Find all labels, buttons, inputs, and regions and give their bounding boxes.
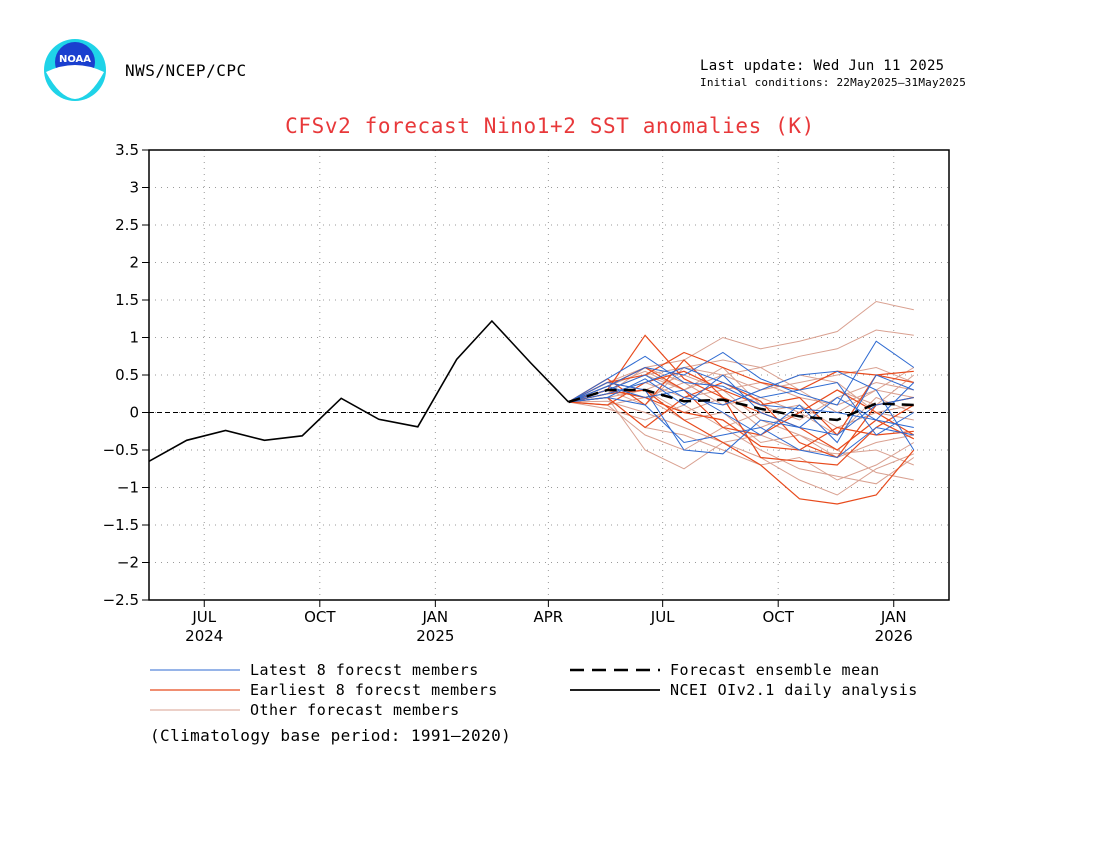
legend-label-analysis: NCEI OIv2.1 daily analysis: [670, 681, 918, 699]
x-tick-label: OCT: [762, 608, 794, 626]
legend-label-mean: Forecast ensemble mean: [670, 661, 880, 679]
plot-frame: [148, 149, 950, 601]
series-other-member: [568, 401, 915, 485]
y-tick-label: 2.5: [115, 216, 139, 234]
y-tick-label: 0: [129, 404, 139, 422]
legend: Latest 8 forecst members Earliest 8 forec…: [150, 661, 918, 719]
y-tick-label: −2.5: [103, 591, 139, 609]
y-tick-label: 1.5: [115, 291, 139, 309]
y-tick-label: 1: [129, 329, 139, 347]
series-latest-member: [568, 370, 915, 451]
climatology-note: (Climatology base period: 1991–2020): [150, 726, 512, 745]
x-tick-label: JAN: [422, 608, 449, 626]
series-other-member: [568, 396, 914, 496]
y-tick-label: −1.5: [103, 516, 139, 534]
x-tick-label: OCT: [304, 608, 336, 626]
series-latest-member: [568, 340, 915, 406]
y-tick-label: 3: [129, 179, 139, 197]
y-tick-label: 3.5: [115, 141, 139, 159]
y-tick-label: 2: [129, 254, 139, 272]
y-tick-label: −0.5: [103, 441, 139, 459]
noaa-logo-text: NOAA: [59, 54, 91, 65]
series-latest-member: [568, 381, 914, 455]
x-tick-label: JUL: [650, 608, 675, 626]
series-other-member: [568, 400, 914, 466]
x-tick-label: JAN: [880, 608, 907, 626]
series-latest-member: [568, 355, 915, 421]
x-tick-year-label: 2024: [185, 627, 223, 645]
x-tick-label: APR: [534, 608, 564, 626]
legend-label-latest: Latest 8 forecst members: [250, 661, 479, 679]
plot-area: 3.532.521.510.50−0.5−1−1.5−2−2.5JUL2024O…: [103, 141, 950, 645]
series-ensemble-mean: [568, 388, 914, 422]
initial-conditions: Initial conditions: 22May2025–31May2025: [700, 76, 967, 89]
series-latest-member: [568, 396, 914, 459]
x-tick-year-label: 2026: [875, 627, 913, 645]
series-analysis: [148, 319, 570, 462]
series-other-member: [568, 300, 914, 403]
series-earliest-member: [568, 389, 914, 451]
y-tick-label: 0.5: [115, 366, 139, 384]
x-tick-year-label: 2025: [416, 627, 454, 645]
last-update: Last update: Wed Jun 11 2025: [700, 58, 945, 74]
legend-label-other: Other forecast members: [250, 701, 460, 719]
noaa-logo: NOAA: [44, 39, 106, 101]
legend-label-earliest: Earliest 8 forecst members: [250, 681, 498, 699]
y-tick-label: −1: [117, 479, 139, 497]
noaa-logo-bird: [46, 65, 104, 99]
x-tick-label: JUL: [191, 608, 216, 626]
chart-title: CFSv2 forecast Nino1+2 SST anomalies (K): [285, 114, 815, 138]
y-tick-label: −2: [117, 554, 139, 572]
agency-label: NWS/NCEP/CPC: [125, 61, 247, 80]
series-latest-member: [568, 374, 914, 429]
